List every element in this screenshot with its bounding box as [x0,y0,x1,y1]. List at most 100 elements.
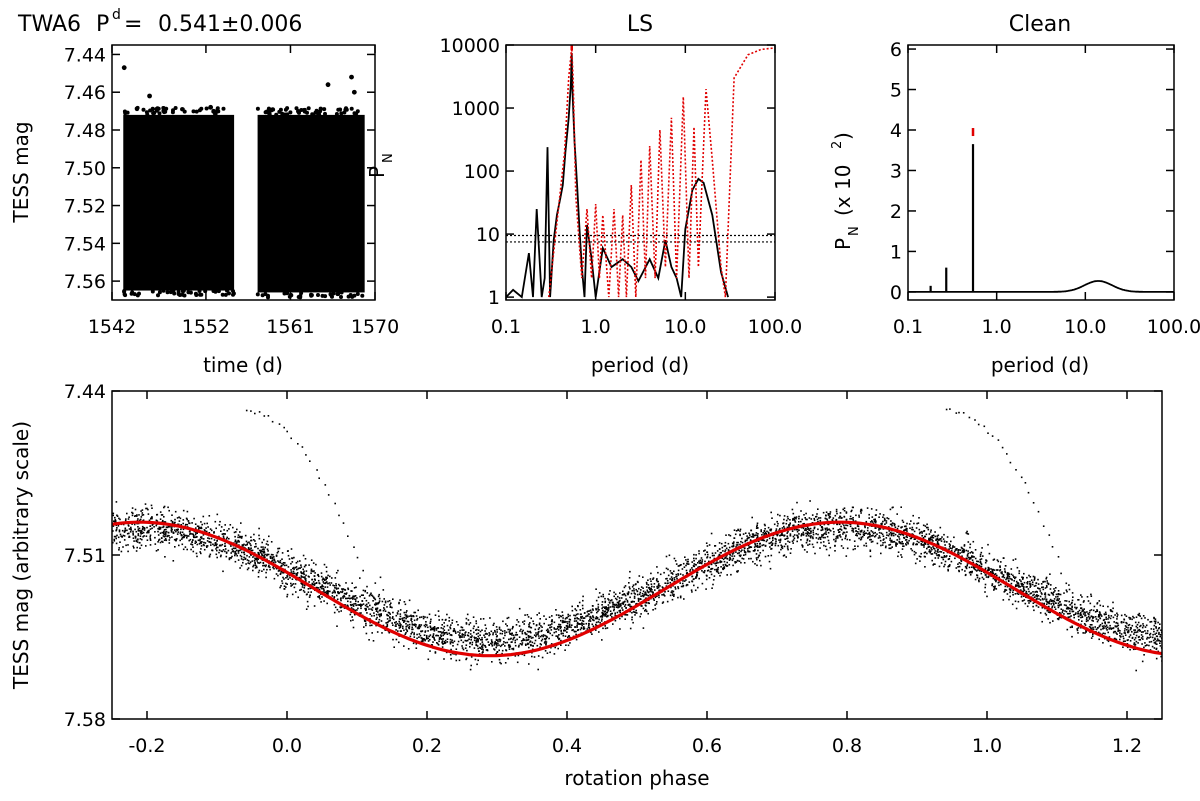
phase-point [610,613,612,615]
phase-point [201,537,203,540]
phase-point [607,607,609,609]
ls-xtick-label: 100.0 [748,316,802,338]
phase-point [802,531,805,534]
phase-point [265,564,267,566]
phase-point [370,592,372,595]
phase-point [295,562,298,564]
phase-point [966,530,968,533]
period-equals: = [124,12,142,37]
phase-point [1064,600,1066,602]
phase-point [1137,636,1140,639]
phase-point [230,545,232,547]
phase-point [258,569,261,572]
phase-point [800,539,802,541]
phase-point [573,630,576,633]
phase-point [860,512,862,514]
phase-point [183,533,185,536]
phase-point [560,626,562,628]
phase-point [195,532,197,534]
phase-point [673,557,676,560]
phase-point [645,593,647,595]
phase-point [621,607,623,609]
phase-point [756,546,759,548]
phase-point [927,526,929,529]
phase-point [195,552,198,555]
phase-point [343,595,346,598]
phase-point [364,604,367,607]
phase-point [955,548,957,550]
phase-point [293,556,295,559]
phase-point [568,621,571,623]
phase-point [303,565,306,568]
phase-point [425,636,428,638]
phase-point [119,518,121,521]
phase-point [625,598,627,600]
phase-point [1067,616,1070,618]
phase-point [1149,634,1151,636]
phase-point [458,634,460,636]
phase-point [832,533,835,536]
phase-point [509,629,511,632]
phase-point [925,533,928,536]
phase-point [1157,621,1159,624]
phase-point [815,537,818,539]
phase-point [735,546,737,548]
phase-point [954,557,956,560]
phase-point [1050,584,1052,586]
phase-point [411,621,413,623]
phase-point [163,529,166,531]
phase-point [234,541,236,543]
phase-point [1023,572,1025,575]
phase-point [443,641,446,643]
phase-point [665,555,668,558]
phase-point [1015,607,1018,610]
phase-point [1064,610,1066,612]
phase-point [793,528,796,531]
phase-point [999,566,1001,568]
phase-point [858,514,860,517]
phase-point [493,622,495,625]
phase-point [857,531,859,533]
phase-point [119,533,122,536]
phase-point [297,596,299,599]
phase-point [601,618,603,620]
phase-point [466,639,469,642]
phase-point [698,577,700,580]
phase-point [286,576,289,578]
phase-point [1045,576,1048,579]
phase-point [1075,607,1077,610]
phase-point [303,587,306,589]
phase-point [529,640,532,642]
phase-point [442,634,444,637]
phase-point [768,537,771,540]
phase-point [234,539,237,541]
phase-point [353,603,355,605]
phase-point [633,590,635,592]
phase-point [741,549,743,551]
phase-point [1065,607,1068,610]
phase-point [891,541,894,543]
phase-point [347,588,350,591]
phase-point [1092,617,1094,620]
phase-point [1017,586,1020,588]
phase-point [614,619,617,622]
phase-point [421,630,424,632]
phase-point [813,519,816,522]
phase-point [470,629,472,632]
phase-point [277,547,279,550]
phase-point [670,586,672,589]
phase-point [777,513,779,516]
phase-point [501,632,503,635]
phase-point [1141,660,1144,663]
phase-point [135,539,138,542]
phase-point [461,626,464,629]
phase-point [659,573,662,576]
phase-point [425,638,428,640]
phase-point [240,558,243,560]
phase-point [442,638,444,640]
phase-point [591,608,594,610]
phase-point [839,512,842,514]
phase-point [451,639,453,641]
phase-point [465,658,467,661]
phase-point [692,578,695,581]
